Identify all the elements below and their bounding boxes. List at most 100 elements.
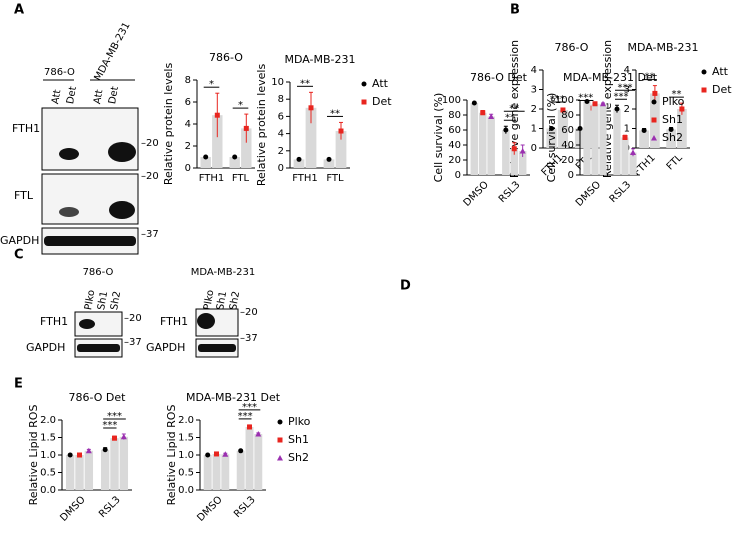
y-tick-label: 0 — [278, 163, 284, 174]
x-tick-label: DMSO — [574, 179, 603, 208]
chart-title: 786-O Det — [69, 391, 127, 404]
band — [44, 236, 136, 246]
band — [59, 207, 79, 217]
y-tick-label: 2 — [624, 104, 630, 115]
bar — [200, 157, 211, 168]
y-tick-label: 4 — [278, 129, 284, 140]
bar — [629, 152, 637, 175]
y-tick-label: 4 — [624, 65, 630, 76]
row-label: GAPDH — [0, 234, 39, 247]
mw-marker: –20 — [124, 313, 142, 324]
mw: 20 — [146, 138, 159, 149]
marker — [471, 100, 477, 106]
marker — [205, 452, 211, 458]
cell-line: MDA-MB-231 — [93, 21, 133, 83]
lane: Att — [50, 89, 63, 105]
sig-label: *** — [102, 420, 117, 431]
row-label: FTH1 — [40, 315, 68, 328]
sig-label: *** — [614, 91, 629, 102]
legend-label: Det — [372, 95, 392, 108]
y-axis-label: Relative Lipid ROS — [27, 405, 40, 506]
x-tick-label: DMSO — [462, 179, 491, 208]
marker — [651, 135, 657, 141]
bar — [293, 159, 305, 168]
marker — [652, 90, 658, 96]
panel-label: D — [400, 279, 411, 294]
chart-title: 786-O — [555, 41, 589, 54]
chart-title: MDA-MB-231 Det — [563, 71, 658, 84]
sig-label: *** — [238, 411, 253, 422]
band — [109, 201, 135, 219]
mw: 20 — [245, 307, 258, 318]
panel-label: A — [14, 3, 24, 18]
y-tick-label: 20 — [561, 155, 574, 166]
marker — [549, 126, 555, 131]
marker — [214, 451, 219, 457]
legend-label: Sh2 — [662, 131, 683, 144]
marker — [102, 447, 108, 453]
marker — [560, 107, 566, 113]
lane: Det — [107, 86, 121, 105]
marker — [277, 455, 283, 461]
x-tick-label: FTL — [232, 173, 250, 184]
marker — [247, 424, 252, 430]
blot-a: 786-O MDA-MB-231 Att Det Att Det FTH1 FT… — [0, 21, 159, 255]
marker — [651, 99, 657, 105]
sig-label: * — [209, 79, 214, 90]
cell-line: 786-O — [44, 67, 75, 78]
band — [198, 344, 236, 352]
marker — [296, 156, 302, 162]
mw: 20 — [146, 171, 159, 182]
band — [59, 148, 79, 160]
bar — [591, 103, 599, 175]
y-tick-label: 1.0 — [178, 450, 194, 461]
bar — [470, 103, 479, 175]
bar — [241, 128, 252, 168]
row-label: GAPDH — [26, 341, 65, 354]
y-tick-label: 40 — [448, 140, 461, 151]
y-tick-label: 2.0 — [40, 415, 56, 426]
cell-line: 786-O — [83, 267, 114, 278]
row-label: FTH1 — [160, 315, 188, 328]
y-tick-label: 1.5 — [178, 433, 194, 444]
marker — [277, 437, 283, 443]
x-tick-label: FTH1 — [292, 173, 318, 184]
mw: 37 — [129, 337, 142, 348]
y-axis-label: Relative gene expression — [508, 40, 521, 178]
marker — [120, 433, 127, 440]
legend-label: Sh1 — [288, 433, 309, 446]
sig-label: *** — [242, 402, 257, 413]
marker — [503, 127, 509, 133]
marker — [584, 99, 590, 104]
legend-label: Att — [712, 65, 729, 78]
row-label: FTL — [14, 189, 34, 202]
bar — [599, 103, 607, 175]
x-tick-label: FTH1 — [199, 173, 225, 184]
x-tick-label: RSL3 — [608, 179, 634, 205]
sig-label: *** — [618, 82, 633, 93]
mw: 37 — [146, 229, 159, 240]
marker — [480, 110, 486, 116]
chart-title: 786-O Det — [470, 71, 528, 84]
marker — [511, 146, 517, 152]
marker — [238, 448, 244, 454]
y-tick-label: 0.5 — [40, 468, 56, 479]
y-axis-label: Relative Lipid ROS — [165, 405, 178, 506]
bar — [518, 151, 527, 175]
x-tick-label: RSL3 — [97, 494, 123, 520]
bar — [245, 427, 254, 490]
legend-label: Att — [372, 77, 389, 90]
band — [79, 319, 95, 329]
sig-label: ** — [509, 103, 519, 114]
y-tick-label: 0 — [185, 163, 191, 174]
panel-label: C — [14, 248, 24, 263]
y-tick-label: 80 — [561, 110, 574, 121]
mw-marker: –37 — [240, 333, 258, 344]
y-tick-label: 0 — [531, 143, 537, 154]
bar — [212, 453, 221, 490]
bar — [236, 450, 245, 490]
marker — [630, 149, 636, 155]
y-tick-label: 1.5 — [40, 433, 56, 444]
y-tick-label: 1 — [624, 124, 630, 135]
marker — [701, 87, 707, 93]
